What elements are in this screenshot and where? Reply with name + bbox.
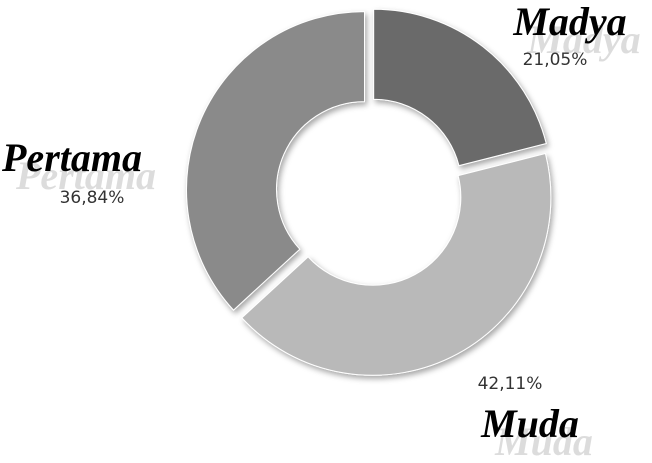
slices [186, 8, 552, 376]
value-label: 42,11% [478, 374, 543, 394]
category-label: Madya [512, 0, 626, 44]
category-label: Muda [480, 401, 579, 446]
category-label-reflection: Muda [494, 419, 593, 463]
donut-slice [186, 11, 366, 311]
value-label: 21,05% [523, 50, 588, 70]
donut-slice [241, 152, 552, 376]
category-label-reflection: Madya [526, 17, 640, 62]
donut-slice [373, 8, 547, 167]
value-label: 36,84% [60, 188, 125, 208]
category-label: Pertama [1, 135, 142, 180]
category-label-reflection: Pertama [15, 153, 156, 198]
